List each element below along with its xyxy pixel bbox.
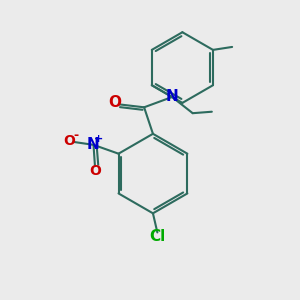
Text: -: -	[73, 129, 78, 142]
Text: O: O	[90, 164, 101, 178]
Text: +: +	[94, 134, 104, 144]
Text: N: N	[87, 137, 100, 152]
Text: Cl: Cl	[149, 230, 166, 244]
Text: O: O	[63, 134, 75, 148]
Text: N: N	[166, 89, 178, 104]
Text: O: O	[108, 95, 121, 110]
